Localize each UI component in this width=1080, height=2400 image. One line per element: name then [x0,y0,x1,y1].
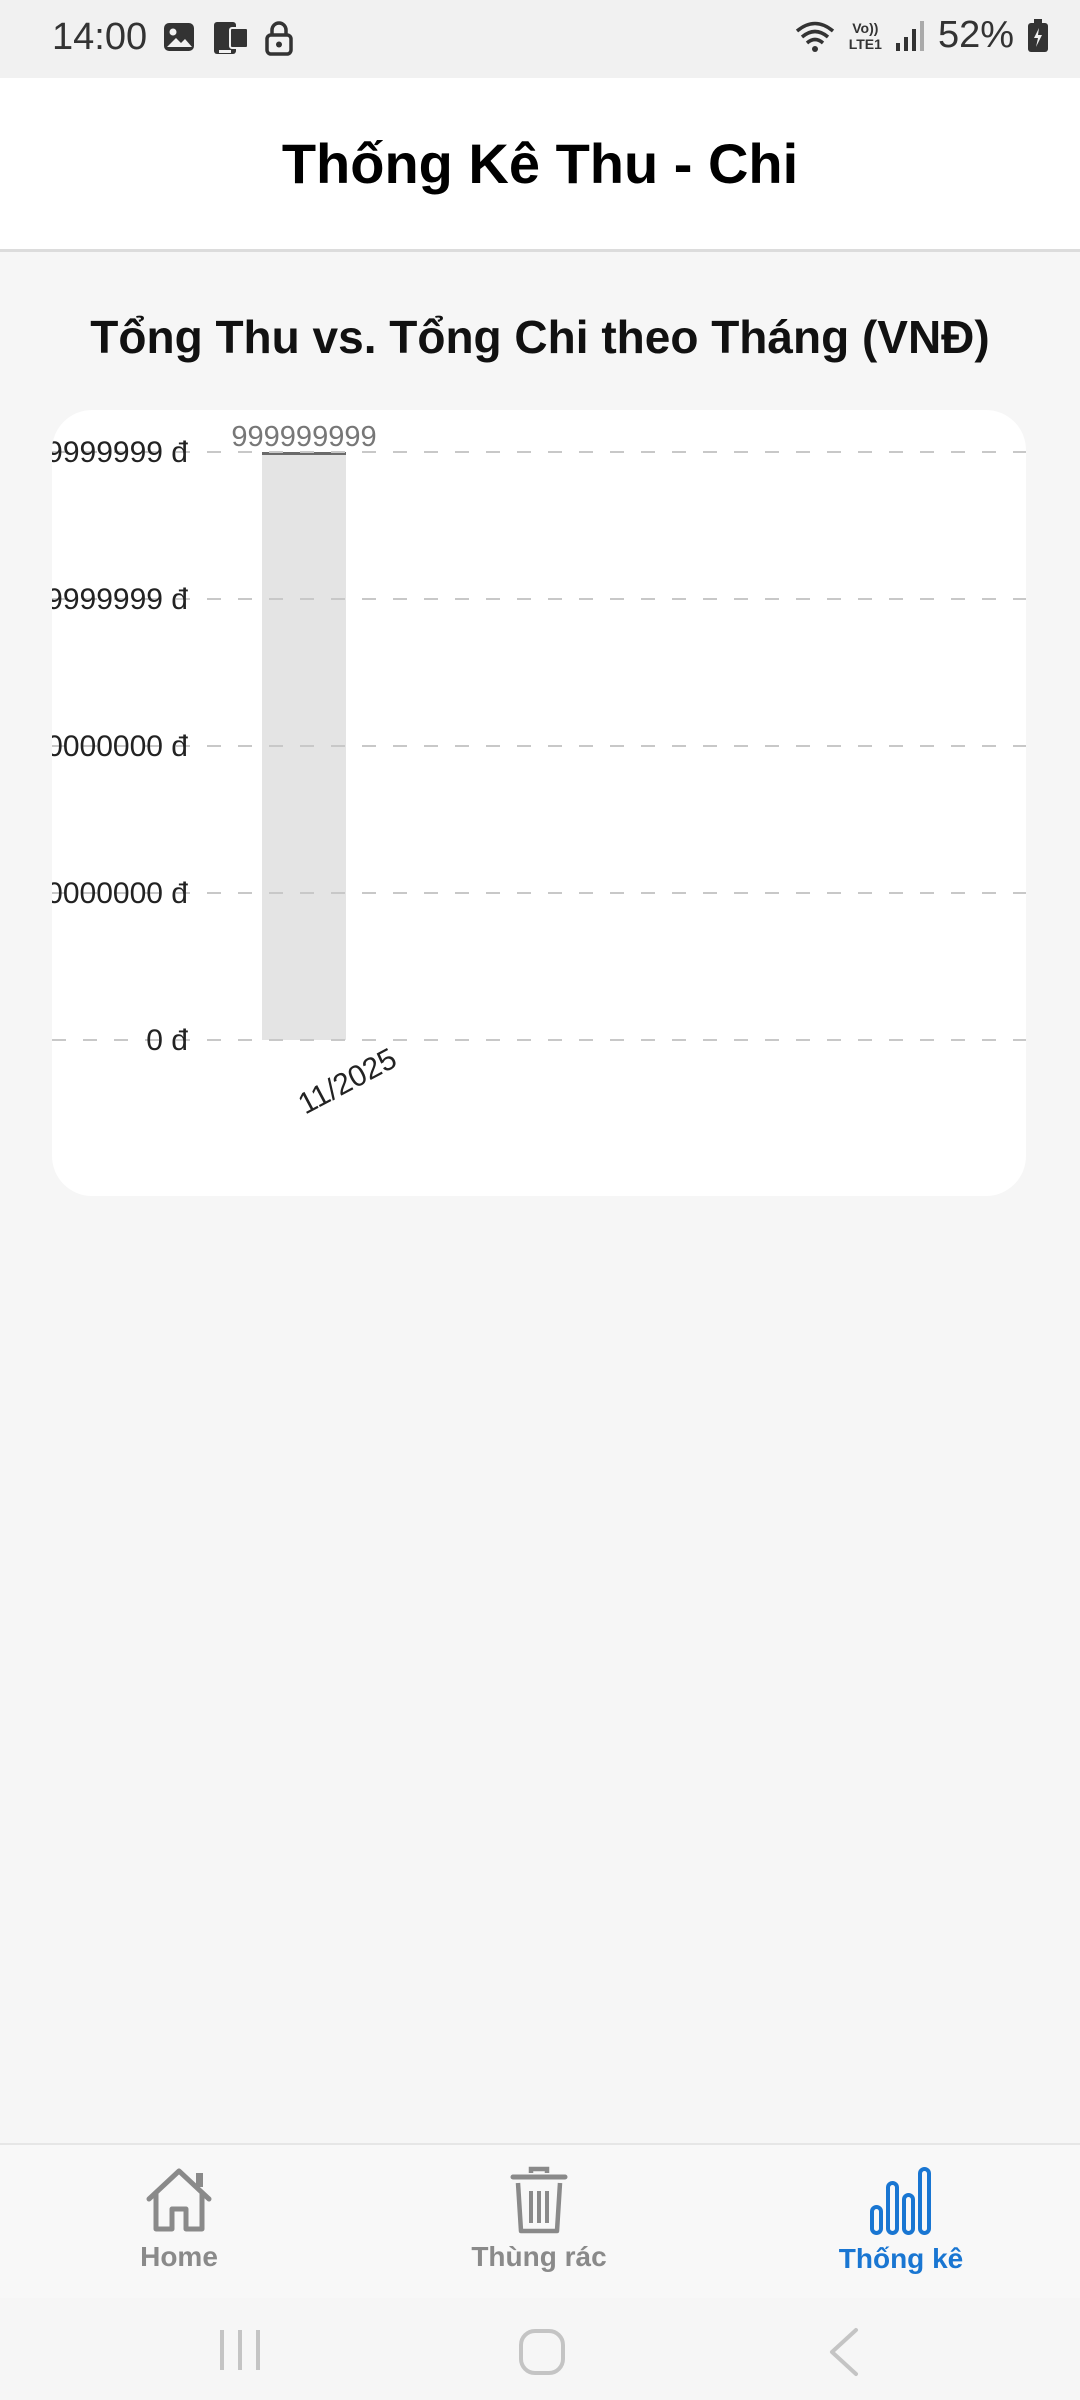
page-title: Thống Kê Thu - Chi [281,132,799,195]
home-button-icon[interactable] [518,2328,566,2376]
chart-data-label: 999999999 [231,421,376,453]
nav-stats-label: Thống kê [838,2243,964,2274]
bottom-navigation: Home Thùng rác Thống kê [0,2143,1080,2298]
bar-chart-icon [870,2167,931,2235]
app-header: Thống Kê Thu - Chi [0,78,1080,252]
back-icon[interactable] [826,2326,862,2378]
nav-stats[interactable]: Thống kê [776,2165,1026,2295]
signal-icon [895,20,924,51]
recent-apps-icon[interactable] [218,2326,262,2374]
wifi-icon [795,21,834,52]
status-time: 14:00 [52,16,148,58]
chart-y-tick-label: 500000000 đ [52,730,188,763]
lock-icon [265,21,293,56]
chart-title: Tổng Thu vs. Tổng Chi theo Tháng (VNĐ) [90,311,990,363]
chart-card: 999999999 11/2025 999999999 đ 749999999 đ 50… [52,410,1026,1196]
chart-y-tick-label: 250000000 đ [52,877,188,910]
network-type: Vo)) LTE1 [849,20,882,52]
screen-cast-icon [214,22,249,54]
battery-percent: 52% [937,14,1014,56]
chart-y-tick-label: 0 đ [146,1024,188,1057]
battery-icon [1028,18,1048,52]
nav-trash-label: Thùng rác [471,2241,607,2272]
network-lte: LTE1 [848,35,882,52]
chart-y-tick-label: 749999999 đ [52,583,188,616]
chart-x-tick-label: 11/2025 [293,1042,402,1121]
bar-chart: 999999999 11/2025 999999999 đ 749999999 đ 50… [52,421,1026,1121]
nav-trash[interactable]: Thùng rác [414,2165,664,2295]
status-system-icons: Vo)) LTE1 52% [793,14,1050,57]
home-icon [146,2168,212,2232]
nav-home-label: Home [140,2241,218,2272]
trash-icon [510,2166,568,2234]
system-navigation-bar [0,2298,1080,2400]
chart-y-tick-label: 999999999 đ [52,436,188,469]
nav-home[interactable]: Home [54,2165,304,2295]
status-bar: 14:00 Vo)) LTE1 [0,0,1080,78]
network-volte: Vo)) [852,19,879,36]
status-notification-icons [162,20,294,58]
image-icon [164,23,194,51]
